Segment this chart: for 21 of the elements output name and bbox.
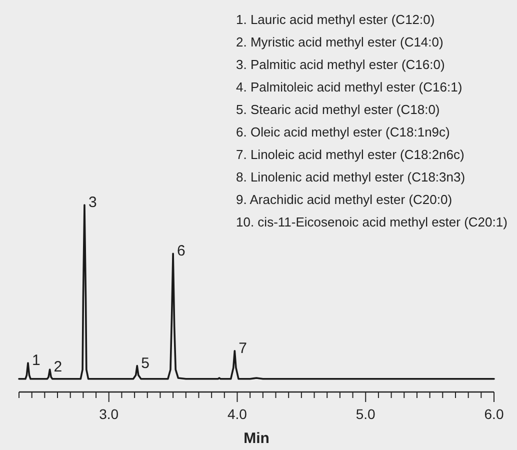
text: 6. Oleic acid methyl ester (C18:1n9c) — [236, 124, 450, 140]
annotation: 6 — [177, 242, 186, 260]
x-tick-label: 5.0 — [356, 406, 376, 422]
text: 7. Linoleic acid methyl ester (C18:2n6c) — [236, 147, 464, 162]
x-tick-label: 3.0 — [99, 406, 119, 422]
text: 3. Palmitic acid methyl ester (C16:0) — [236, 57, 445, 72]
x-tick-label: 4.0 — [228, 406, 248, 422]
annotation: 1 — [32, 352, 40, 370]
text: 2. Myristic acid methyl ester (C14:0) — [236, 34, 444, 50]
annotation: 2 — [54, 358, 62, 376]
annotation: 10. cis-11-Eicosenoic acid methyl ester (C20:1) — [236, 214, 508, 230]
text: 1. Lauric acid methyl ester (C12:0) — [236, 12, 435, 27]
x-axis-title: Min — [244, 430, 270, 447]
annotation: 7 — [238, 340, 248, 357]
text: 8. Linolenic acid methyl ester (C18:3n3) — [236, 170, 466, 184]
annotation: 5 — [141, 354, 150, 372]
text: 4. Palmitoleic acid methyl ester (C16:1) — [236, 80, 462, 94]
annotation: 3 — [88, 194, 97, 211]
text: 5. Stearic acid methyl ester (C18:0) — [236, 102, 440, 117]
annotation: 9. Arachidic acid methyl ester (C20:0) — [236, 192, 452, 207]
x-tick-label: 6.0 — [484, 406, 504, 422]
